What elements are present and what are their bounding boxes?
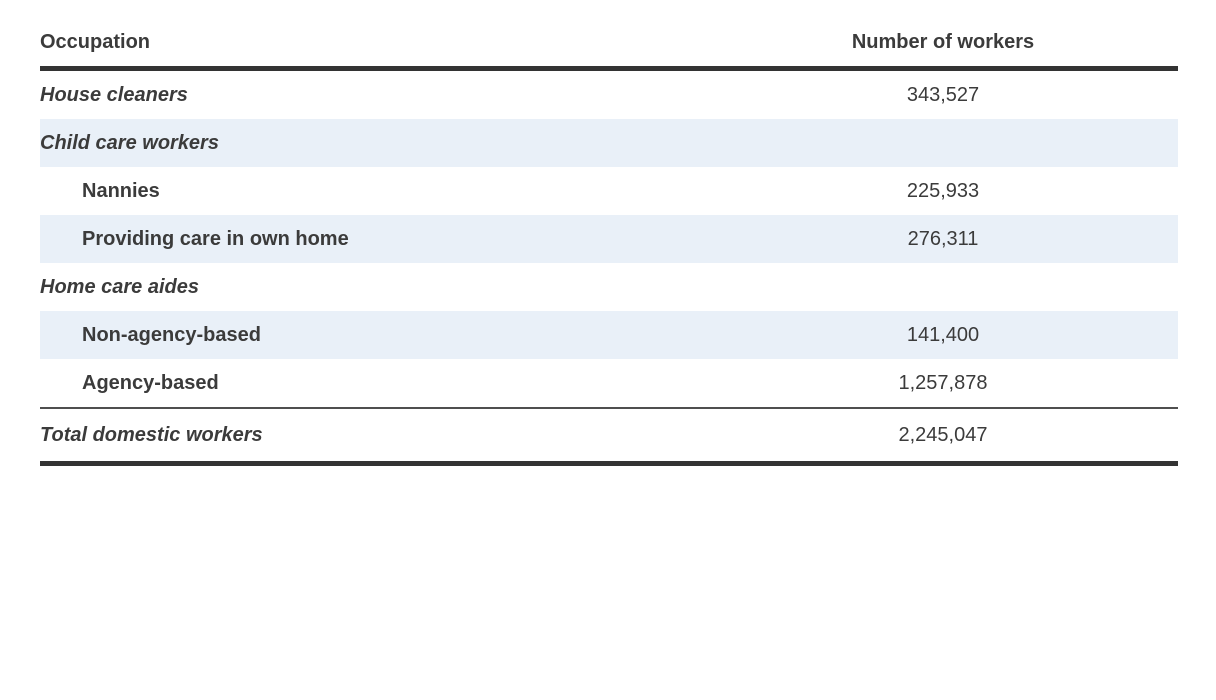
total-row: Total domestic workers 2,245,047 [40, 407, 1178, 466]
row-label: House cleaners [40, 84, 188, 106]
row-value: 276,311 [907, 228, 979, 250]
row-label: Non-agency-based [82, 324, 261, 346]
table-row: Non-agency-based 141,400 [40, 311, 1178, 359]
header-row: Occupation Number of workers [40, 18, 1178, 71]
table-header: Occupation Number of workers [40, 18, 1178, 71]
row-value: 1,257,878 [898, 372, 988, 394]
table-footer: Total domestic workers 2,245,047 [40, 407, 1178, 466]
row-label: Nannies [82, 180, 160, 202]
table-row: House cleaners 343,527 [40, 69, 1178, 120]
table-row: Nannies 225,933 [40, 167, 1178, 215]
table-body: House cleaners 343,527 Child care workers N… [40, 69, 1178, 409]
row-value [708, 119, 1178, 167]
row-label: Agency-based [82, 372, 219, 394]
row-label: Child care workers [40, 132, 219, 154]
row-label: Home care aides [40, 276, 199, 298]
total-row-label: Total domestic workers [40, 407, 708, 466]
row-value [708, 263, 1178, 311]
row-value: 141,400 [906, 324, 980, 346]
table-row: Providing care in own home 276,311 [40, 215, 1178, 263]
row-label: Providing care in own home [82, 228, 349, 250]
table-row: Child care workers [40, 119, 1178, 167]
occupation-column-header: Occupation [40, 18, 708, 71]
total-row-value: 2,245,047 [708, 407, 1178, 466]
workers-table: Occupation Number of workers House clean… [40, 18, 1178, 466]
number-of-workers-column-header: Number of workers [708, 18, 1178, 71]
row-value: 343,527 [906, 84, 980, 106]
table-row: Agency-based 1,257,878 [40, 359, 1178, 408]
row-value: 225,933 [906, 180, 980, 202]
workers-table-container: Occupation Number of workers House clean… [40, 18, 1178, 466]
table-row: Home care aides [40, 263, 1178, 311]
